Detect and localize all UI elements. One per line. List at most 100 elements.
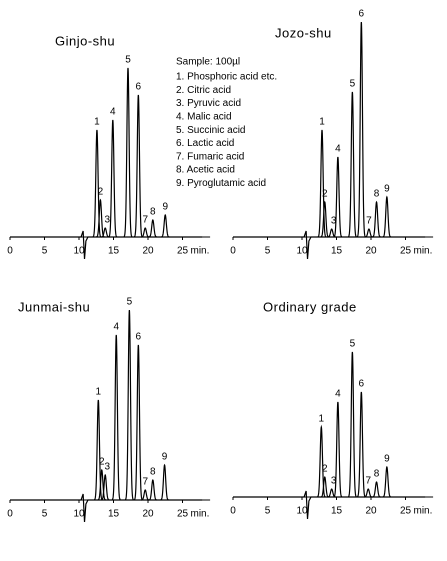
legend-item: 1. Phosphoric acid etc. (176, 72, 277, 83)
peak (93, 399, 103, 501)
legend-title: Sample: 100µl (176, 57, 240, 68)
peak (333, 401, 343, 498)
peak-label: 2 (99, 457, 105, 468)
peak-label: 5 (125, 55, 131, 66)
x-unit: min. (414, 506, 433, 517)
peak-label: 5 (127, 297, 133, 308)
x-tick-label: 15 (108, 246, 120, 257)
peak (364, 488, 373, 498)
peak (317, 129, 327, 238)
peak (124, 309, 134, 501)
peak-label: 6 (359, 9, 365, 20)
peak-label: 4 (335, 144, 341, 155)
peak (148, 219, 157, 238)
peak (100, 473, 110, 501)
baseline-trace (10, 230, 203, 260)
x-tick-label: 0 (7, 246, 13, 257)
peak-label: 7 (365, 476, 371, 487)
peak (347, 351, 357, 498)
peak-label: 4 (335, 389, 341, 400)
peak-label: 1 (319, 117, 325, 128)
x-tick-label: 20 (142, 509, 154, 520)
peak-label: 6 (359, 379, 365, 390)
peak-label: 8 (374, 189, 380, 200)
peak (160, 463, 169, 501)
legend-item: 3. Pyruvic acid (176, 98, 241, 109)
x-tick-label: 20 (365, 506, 377, 517)
peak-label: 8 (150, 467, 156, 478)
x-tick-label: 5 (42, 246, 48, 257)
peak-label: 2 (98, 187, 104, 198)
peak-label: 3 (331, 216, 337, 227)
peak (92, 129, 102, 238)
legend-item: 6. Lactic acid (176, 138, 234, 149)
chart-title: Ginjo-shu (55, 33, 115, 48)
peak (356, 391, 366, 498)
x-unit: min. (191, 246, 210, 257)
peak-label: 8 (150, 207, 156, 218)
peak-label: 2 (322, 189, 328, 200)
peak-label: 8 (374, 469, 380, 480)
peak (111, 334, 121, 501)
baseline-trace (10, 493, 203, 523)
peak (101, 227, 110, 238)
x-tick-label: 25 (400, 246, 412, 257)
peak-label: 5 (350, 339, 356, 350)
peak-label: 3 (104, 462, 110, 473)
peak-label: 3 (104, 215, 110, 226)
peak (148, 479, 158, 501)
peak-label: 4 (113, 322, 119, 333)
x-tick-label: 5 (265, 506, 271, 517)
peak (320, 476, 329, 498)
peak-label: 9 (384, 454, 390, 465)
x-tick-label: 25 (400, 506, 412, 517)
x-tick-label: 10 (296, 506, 308, 517)
baseline-trace (233, 490, 426, 520)
x-tick-label: 10 (296, 246, 308, 257)
x-tick-label: 10 (73, 246, 85, 257)
peak (382, 465, 392, 498)
legend-item: 2. Citric acid (176, 85, 231, 96)
peak (96, 198, 105, 238)
legend-item: 7. Fumaric acid (176, 151, 244, 162)
x-tick-label: 0 (230, 506, 236, 517)
peak (356, 21, 366, 238)
x-tick-label: 15 (108, 509, 120, 520)
peak (108, 119, 118, 238)
peak (364, 228, 374, 238)
peak-label: 5 (350, 79, 356, 90)
peak (133, 94, 143, 238)
peak-label: 6 (136, 332, 142, 343)
baseline-trace (233, 230, 426, 260)
peak (123, 67, 133, 238)
peak (97, 468, 106, 501)
peak-label: 6 (136, 82, 142, 93)
x-tick-label: 20 (142, 246, 154, 257)
legend-item: 8. Acetic acid (176, 165, 235, 176)
peak-label: 9 (384, 184, 390, 195)
peak (372, 200, 381, 238)
legend-item: 4. Malic acid (176, 112, 232, 123)
x-unit: min. (191, 509, 210, 520)
peak-label: 1 (94, 117, 100, 128)
x-tick-label: 25 (177, 509, 189, 520)
x-tick-label: 25 (177, 246, 189, 257)
peak (317, 424, 326, 498)
chart-title: Jozo-shu (275, 25, 332, 40)
x-tick-label: 0 (7, 509, 13, 520)
x-tick-label: 15 (331, 246, 343, 257)
x-tick-label: 10 (73, 509, 85, 520)
x-tick-label: 15 (331, 506, 343, 517)
peak (347, 91, 357, 238)
peak-label: 1 (319, 414, 325, 425)
peak-label: 4 (110, 107, 116, 118)
peak-label: 7 (142, 477, 148, 488)
peak-label: 3 (331, 476, 337, 487)
peak (141, 227, 150, 238)
peak-label: 1 (96, 387, 102, 398)
peak (133, 344, 143, 501)
peak (382, 195, 392, 238)
x-unit: min. (414, 246, 433, 257)
peak-label: 7 (142, 215, 148, 226)
